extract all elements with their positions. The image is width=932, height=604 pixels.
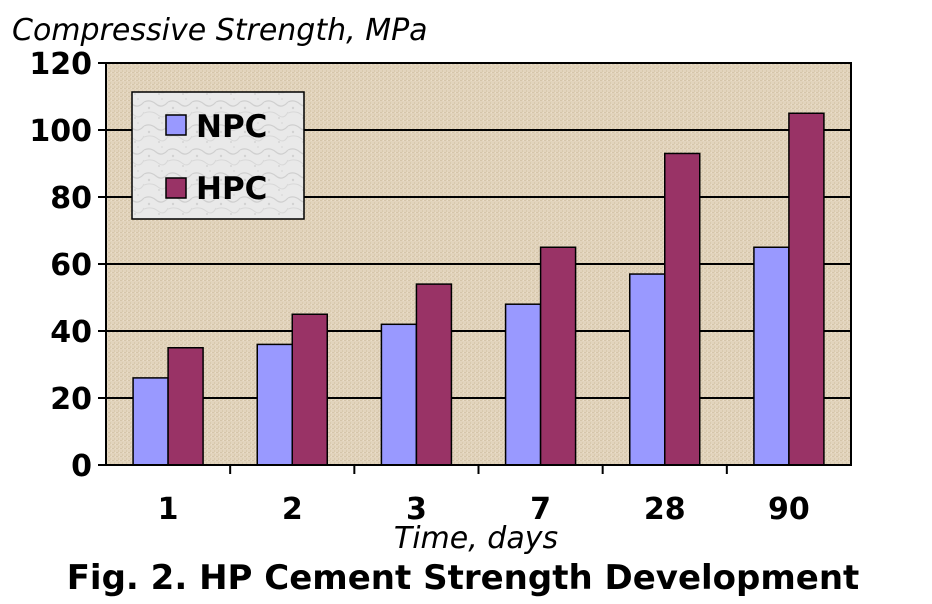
y-tick-label: 0 (71, 449, 92, 484)
x-tick-labels: 1 2 3 7 28 90 (158, 465, 810, 527)
bar-npc-7 (504, 303, 542, 466)
x-tick-label: 7 (530, 492, 551, 527)
bar-npc-1 (132, 377, 169, 466)
y-axis-title: Compressive Strength, MPa (12, 13, 428, 48)
bar-npc-28 (629, 273, 666, 466)
legend: NPC HPC (131, 91, 305, 220)
bar-npc-90 (753, 246, 790, 466)
legend-swatch-hpc (165, 177, 187, 199)
legend-label-hpc: HPC (196, 171, 267, 207)
legend-swatch-npc (165, 114, 187, 136)
legend-box (131, 91, 305, 220)
y-tick-label: 20 (50, 382, 92, 417)
bar-npc-3 (380, 323, 418, 466)
x-axis-title: Time, days (394, 521, 558, 556)
y-tick-label: 60 (50, 248, 92, 283)
y-tick-label: 120 (29, 47, 92, 82)
x-tick-label: 90 (768, 492, 810, 527)
bar-hpc-3 (415, 283, 453, 466)
bar-hpc-7 (539, 246, 577, 466)
legend-label-npc: NPC (196, 109, 267, 145)
y-tick-label: 40 (50, 315, 92, 350)
x-tick-label: 28 (644, 492, 686, 527)
y-tick-label: 80 (50, 181, 92, 216)
bar-hpc-2 (291, 313, 328, 466)
y-tick-label: 100 (29, 114, 92, 149)
x-tick-label: 1 (158, 492, 179, 527)
bars (132, 112, 825, 466)
bar-hpc-1 (167, 347, 204, 466)
plot-frame (105, 62, 852, 466)
figure-caption: Fig. 2. HP Cement Strength Development (67, 558, 860, 598)
x-tick-label: 3 (406, 492, 427, 527)
y-tick-labels: 0 20 40 60 80 100 120 (29, 47, 106, 484)
bar-hpc-90 (788, 112, 825, 466)
bar-npc-2 (256, 343, 293, 466)
x-tick-label: 2 (282, 492, 303, 527)
bar-hpc-28 (664, 152, 701, 466)
